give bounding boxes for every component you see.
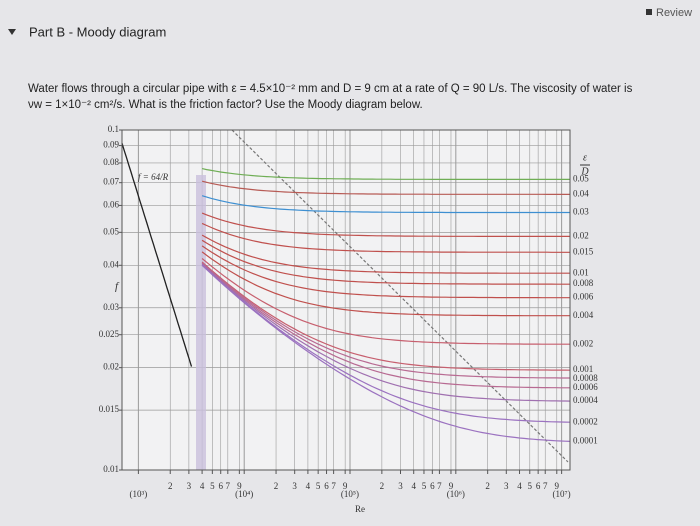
x-tick-label: 7 xyxy=(543,481,548,491)
x-tick-label: 2 xyxy=(485,481,490,491)
x-tick-label: 7 xyxy=(226,481,231,491)
x-tick-label: 3 xyxy=(398,481,403,491)
x-tick-label: 2 xyxy=(380,481,385,491)
plot-frame xyxy=(121,129,571,471)
x-tick-label: 9 xyxy=(343,481,348,491)
x-tick-label: 2 xyxy=(274,481,279,491)
x-tick-label: 4 xyxy=(517,481,522,491)
y-tick-label: 0.04 xyxy=(103,259,119,269)
roughness-curve xyxy=(201,212,570,237)
legend-label: 0.01 xyxy=(573,267,589,277)
roughness-curve xyxy=(201,180,570,195)
roughness-label: ε xyxy=(583,152,587,163)
roughness-curve xyxy=(201,264,571,423)
x-tick-label: 5 xyxy=(528,481,533,491)
x-tick-label: 5 xyxy=(422,481,427,491)
roughness-curve xyxy=(201,234,570,274)
x-tick-label: 9 xyxy=(237,481,242,491)
legend-label: 0.0008 xyxy=(573,373,598,383)
x-tick-label: 7 xyxy=(331,481,336,491)
x-tick-label: 9 xyxy=(449,481,454,491)
y-tick-label: 0.06 xyxy=(103,199,119,209)
y-tick-label: 0.02 xyxy=(103,362,119,372)
x-tick-label: (10⁶) xyxy=(447,489,465,499)
x-axis-label: Re xyxy=(355,504,365,514)
legend-label: 0.0004 xyxy=(573,395,598,405)
x-tick-label: 4 xyxy=(411,481,416,491)
roughness-curve xyxy=(201,258,570,345)
roughness-label: D xyxy=(580,166,589,177)
x-tick-label: 9 xyxy=(555,481,560,491)
y-axis-label: f xyxy=(115,281,120,293)
x-tick-label: 2 xyxy=(168,481,173,491)
review-icon xyxy=(646,9,652,15)
roughness-curve xyxy=(201,195,570,214)
collapse-toggle[interactable] xyxy=(8,29,16,35)
roughness-curve xyxy=(201,251,570,317)
legend-label: 0.04 xyxy=(573,188,589,198)
legend-label: 0.002 xyxy=(573,338,593,348)
legend-label: 0.015 xyxy=(573,246,594,256)
roughness-curve xyxy=(201,262,570,389)
y-tick-label: 0.09 xyxy=(103,140,119,150)
problem-text: Water flows through a circular pipe with… xyxy=(28,83,633,95)
x-tick-label: (10⁷) xyxy=(553,489,571,499)
y-tick-label: 0.025 xyxy=(99,329,120,339)
x-tick-label: 4 xyxy=(306,481,311,491)
roughness-curve xyxy=(201,245,570,299)
roughness-curve xyxy=(201,263,571,402)
legend-label: 0.0002 xyxy=(573,416,598,426)
legend-label: 0.0006 xyxy=(573,382,598,392)
y-tick-label: 0.07 xyxy=(103,177,119,187)
roughness-curve xyxy=(201,239,570,285)
x-tick-label: 4 xyxy=(200,481,205,491)
x-tick-label: 3 xyxy=(504,481,509,491)
roughness-curve xyxy=(201,264,571,442)
transition-band xyxy=(196,175,206,470)
review-link[interactable]: Review xyxy=(656,7,692,19)
legend-label: 0.0001 xyxy=(573,435,598,445)
x-tick-label: (10³) xyxy=(130,489,148,499)
legend-label: 0.02 xyxy=(573,230,589,240)
roughness-curve xyxy=(201,168,570,180)
y-tick-label: 0.08 xyxy=(103,157,119,167)
x-tick-label: 5 xyxy=(210,481,215,491)
roughness-curve xyxy=(201,261,571,371)
x-tick-label: (10⁵) xyxy=(341,489,359,499)
legend-label: 0.006 xyxy=(573,292,594,302)
y-tick-label: 0.015 xyxy=(99,404,120,414)
legend-label: 0.05 xyxy=(573,173,589,183)
x-tick-label: 6 xyxy=(324,481,329,491)
legend-label: 0.03 xyxy=(573,207,589,217)
legend-label: 0.008 xyxy=(573,278,594,288)
laminar-label: f = 64/R xyxy=(138,172,169,182)
laminar-line xyxy=(121,143,193,367)
legend-label: 0.001 xyxy=(573,364,593,374)
x-tick-label: (10⁴) xyxy=(235,489,253,499)
x-tick-label: 3 xyxy=(187,481,192,491)
x-tick-label: 7 xyxy=(437,481,442,491)
legend-label: 0.004 xyxy=(573,310,594,320)
part-title: Part B - Moody diagram xyxy=(29,24,166,39)
x-tick-label: 6 xyxy=(536,481,541,491)
x-tick-label: 6 xyxy=(430,481,435,491)
y-tick-label: 0.03 xyxy=(103,302,119,312)
y-tick-label: 0.1 xyxy=(108,124,119,134)
problem-text: νw = 1×10⁻² cm²/s. What is the friction … xyxy=(28,99,423,111)
y-tick-label: 0.01 xyxy=(103,464,119,474)
y-tick-label: 0.05 xyxy=(103,226,119,236)
x-tick-label: 3 xyxy=(292,481,297,491)
x-tick-label: 5 xyxy=(316,481,321,491)
roughness-curve xyxy=(201,222,570,253)
roughness-curve xyxy=(201,262,570,379)
x-tick-label: 6 xyxy=(218,481,223,491)
